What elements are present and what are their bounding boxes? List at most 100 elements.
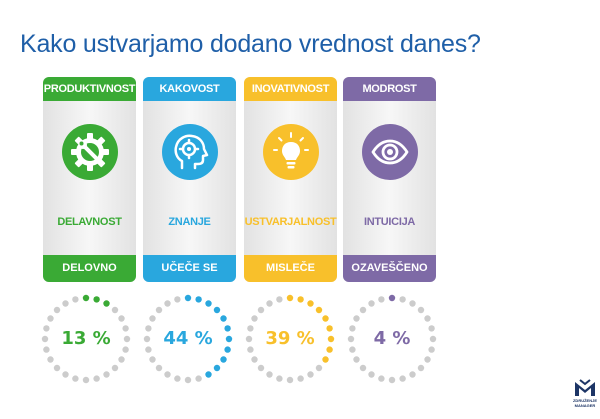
ring-dot: [251, 356, 258, 363]
card-produktivnost: PRODUKTIVNOST DELAVNOST DELOVNO: [43, 77, 136, 282]
ring-dot: [266, 300, 273, 307]
manager-logo: ZDRUŽENJE MANAGER: [572, 376, 598, 414]
ring-dot-active: [224, 346, 231, 353]
card-top-label: MODROST: [343, 77, 436, 101]
ring-dot: [118, 315, 125, 322]
ring-dot: [349, 325, 356, 332]
ring-dot-active: [205, 300, 212, 307]
ring-dot-active: [205, 371, 212, 378]
ring-dot: [349, 346, 356, 353]
ring-dot: [251, 315, 258, 322]
ring-dot: [399, 296, 406, 303]
ring-dot: [409, 300, 416, 307]
ring-dot: [118, 356, 125, 363]
ring-dot: [276, 296, 283, 303]
percent-ring-inovativnost: 39 %: [244, 293, 336, 385]
ring-dots: [245, 294, 335, 384]
ring-dots: [347, 294, 437, 384]
ring-dot: [286, 376, 294, 384]
ring-dot: [62, 300, 69, 307]
ring-dot: [266, 371, 273, 378]
ring-dot: [409, 371, 416, 378]
ring-dot: [145, 346, 152, 353]
ring-dot: [359, 306, 367, 314]
card-middle-label: ZNANJE: [168, 216, 211, 228]
logo-text: ZDRUŽENJE MANAGER: [572, 398, 598, 408]
eye-icon: [362, 124, 418, 180]
logo-line-2: MANAGER: [574, 403, 596, 408]
ring-dot-active: [327, 335, 335, 343]
ring-dot: [174, 375, 181, 382]
percent-label: 44 %: [163, 328, 213, 349]
percent-label: 13 %: [61, 328, 111, 349]
ring-dot: [378, 375, 385, 382]
ring-dot: [123, 335, 131, 343]
card-inovativnost: INOVATIVNOST USTVARJALNOST MISLEČE: [244, 77, 337, 282]
ring-dot: [399, 375, 406, 382]
ring-dot: [353, 315, 360, 322]
ring-dot: [43, 325, 50, 332]
ring-dot: [41, 335, 49, 343]
ring-dot: [247, 346, 254, 353]
ring-dot-active: [326, 325, 333, 332]
percent-label: 39 %: [265, 328, 315, 349]
ring-dot-active: [220, 356, 227, 363]
ring-dot: [155, 364, 163, 372]
card-bottom-label: DELOVNO: [43, 255, 136, 282]
ring-dot: [122, 325, 129, 332]
card-bottom-label: MISLEČE: [244, 255, 337, 282]
ring-dots: [41, 294, 131, 384]
card-kakovost: KAKOVOST ZNANJE UČEČE SE: [143, 77, 236, 282]
ring-dot: [388, 376, 396, 384]
card-middle-label: USTVARJALNOST: [244, 216, 337, 228]
manager-logo-icon: [575, 379, 595, 396]
ring-dot: [429, 335, 437, 343]
card-middle-label: DELAVNOST: [57, 216, 122, 228]
card-bottom-label: UČEČE SE: [143, 255, 236, 282]
ring-dot: [53, 364, 61, 372]
ring-dot: [72, 296, 79, 303]
gear-wrench-icon: [62, 124, 118, 180]
ring-dot: [417, 306, 425, 314]
ring-dot-active: [103, 300, 110, 307]
card-modrost: MODROST INTUICIJA OZAVEŠČENO: [343, 77, 436, 282]
ring-dot: [297, 375, 304, 382]
ring-dot-active: [225, 335, 233, 343]
ring-dot: [428, 346, 435, 353]
ring-dots: [143, 294, 233, 384]
logo-line-1: ZDRUŽENJE: [572, 398, 597, 403]
ring-dot: [149, 315, 156, 322]
ring-dot: [164, 371, 171, 378]
ring-dot: [93, 375, 100, 382]
ring-dot: [111, 364, 119, 372]
ring-dot: [195, 375, 202, 382]
ring-dot-active: [213, 306, 221, 314]
ring-dot: [72, 375, 79, 382]
head-gear-icon: [162, 124, 218, 180]
ring-dot: [257, 364, 265, 372]
ring-dot: [53, 306, 61, 314]
ring-dot-active: [213, 364, 221, 372]
percent-ring-produktivnost: 13 %: [40, 293, 132, 385]
ring-dot: [149, 356, 156, 363]
ring-dot: [62, 371, 69, 378]
ring-dot-active: [326, 346, 333, 353]
card-middle-label: INTUICIJA: [363, 216, 416, 228]
card-top-label: PRODUKTIVNOST: [43, 77, 136, 101]
ring-dot: [368, 371, 375, 378]
ring-dot: [122, 346, 129, 353]
card-bottom-label: OZAVEŠČENO: [343, 255, 436, 282]
ring-dot: [47, 315, 54, 322]
ring-dot: [307, 371, 314, 378]
ring-dot: [245, 335, 253, 343]
ring-dot-active: [297, 296, 304, 303]
ring-dot: [276, 375, 283, 382]
ring-dot: [378, 296, 385, 303]
ring-dot: [143, 335, 151, 343]
ring-dot: [247, 325, 254, 332]
ring-dot: [424, 356, 431, 363]
ring-dot: [82, 376, 90, 384]
ring-dot-active: [322, 315, 329, 322]
ring-dot: [43, 346, 50, 353]
ring-dot-active: [93, 296, 100, 303]
